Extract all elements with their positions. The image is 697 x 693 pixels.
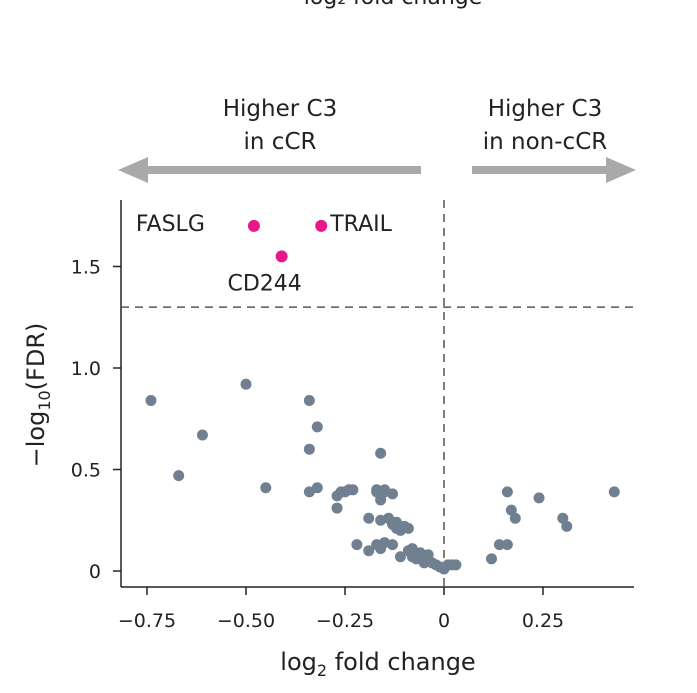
scatter-point xyxy=(260,482,272,494)
scatter-point xyxy=(387,539,399,551)
scatter-point xyxy=(406,543,418,555)
y-axis-label: −log10(FDR) xyxy=(22,323,54,468)
scatter-point xyxy=(505,504,517,516)
left-arrow-icon xyxy=(118,157,421,183)
scatter-point xyxy=(363,545,375,557)
right-arrow-label-line2: in non-cCR xyxy=(483,129,608,155)
scatter-point xyxy=(450,559,462,571)
scatter-point xyxy=(375,494,387,506)
x-tick-label: 0 xyxy=(438,610,450,632)
highlighted-point-cd244 xyxy=(275,250,288,263)
x-tick-label: −0.50 xyxy=(217,610,275,632)
scatter-point xyxy=(303,486,315,498)
scatter-point xyxy=(533,492,545,504)
scatter-point xyxy=(486,553,498,565)
x-tick-label: −0.75 xyxy=(118,610,176,632)
highlighted-point-faslg xyxy=(247,219,260,232)
gene-label-trail: TRAIL xyxy=(329,212,392,237)
scatter-point xyxy=(375,447,387,459)
x-tick-label: 0.25 xyxy=(522,610,564,632)
highlighted-points: FASLG TRAIL CD244 xyxy=(136,212,393,296)
scatter-point xyxy=(351,539,363,551)
scatter-point xyxy=(509,512,521,524)
scatter-point xyxy=(371,484,383,496)
scatter-point xyxy=(173,470,185,482)
highlighted-point-trail xyxy=(315,219,328,232)
scatter-point xyxy=(561,520,573,532)
scatter-point xyxy=(363,512,375,524)
x-tick-label: −0.25 xyxy=(316,610,374,632)
scatter-point xyxy=(303,443,315,455)
scatter-point xyxy=(501,539,513,551)
right-arrow-icon xyxy=(472,157,636,183)
y-ticks: 0 0.5 1.0 1.5 xyxy=(71,257,121,583)
cropped-top-label: log₂ fold change xyxy=(304,0,483,10)
scatter-point xyxy=(311,421,323,433)
scatter-point xyxy=(331,502,343,514)
scatter-point xyxy=(608,486,620,498)
scatter-point xyxy=(493,539,505,551)
data-points xyxy=(145,378,620,575)
gene-label-faslg: FASLG xyxy=(136,212,205,237)
scatter-point xyxy=(347,484,359,496)
scatter-point xyxy=(394,551,406,563)
gene-label-cd244: CD244 xyxy=(227,271,301,296)
right-arrow-label-line1: Higher C3 xyxy=(488,96,602,122)
y-tick-label: 1.0 xyxy=(71,358,101,380)
scatter-point xyxy=(501,486,513,498)
left-arrow-label-line1: Higher C3 xyxy=(223,96,337,122)
scatter-point xyxy=(145,394,157,406)
scatter-point xyxy=(422,549,434,561)
x-ticks: −0.75 −0.50 −0.25 0 0.25 xyxy=(118,587,564,632)
left-arrow-label-line2: in cCR xyxy=(244,129,317,155)
x-axis-label: log2 fold change xyxy=(280,648,475,680)
scatter-point xyxy=(387,488,399,500)
scatter-point xyxy=(240,378,252,390)
scatter-point xyxy=(402,522,414,534)
y-tick-label: 1.5 xyxy=(71,257,101,279)
y-tick-label: 0.5 xyxy=(71,460,101,482)
scatter-point xyxy=(418,557,430,569)
scatter-point xyxy=(303,394,315,406)
y-tick-label: 0 xyxy=(89,561,101,583)
scatter-point xyxy=(557,512,569,524)
scatter-point xyxy=(196,429,208,441)
